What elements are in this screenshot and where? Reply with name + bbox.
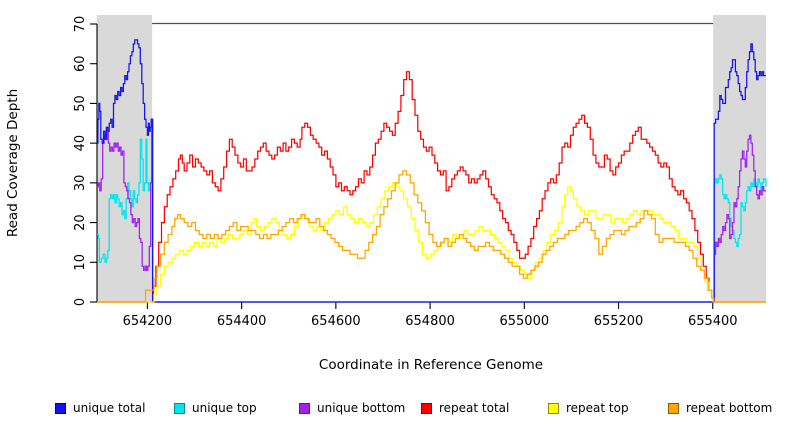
y-tick-label: 20 <box>73 214 88 231</box>
x-tick-label: 654600 <box>311 314 361 329</box>
x-tick-label: 654400 <box>217 314 267 329</box>
y-tick-label: 10 <box>73 254 88 271</box>
series-lines <box>97 39 767 303</box>
x-tick-label: 654200 <box>123 314 173 329</box>
series-line-unique-bottom <box>97 118 766 303</box>
legend-item-unique-total: unique total <box>55 399 145 417</box>
y-axis-title: Read Coverage Depth <box>5 89 21 237</box>
legend-label: repeat bottom <box>686 401 773 415</box>
legend-label: unique bottom <box>317 401 406 415</box>
x-axis-title: Coordinate in Reference Genome <box>319 357 543 373</box>
legend-label: repeat top <box>566 401 629 415</box>
legend-swatch-icon <box>548 402 559 414</box>
x-tick-label: 655400 <box>688 314 738 329</box>
legend-label: unique total <box>73 401 146 415</box>
shaded-regions <box>97 15 766 302</box>
y-tick-label: 60 <box>73 55 88 72</box>
axes: 0 10 20 30 40 50 60 70 654200 654400 654600 654800 6… <box>73 16 738 329</box>
y-tick-label: 30 <box>73 175 88 192</box>
legend-swatch-icon <box>668 402 679 414</box>
legend: unique total unique top unique bottom repea… <box>0 399 792 423</box>
legend-item-repeat-top: repeat top <box>548 399 629 417</box>
y-tick-label: 40 <box>73 135 88 152</box>
x-tick-label: 655200 <box>594 314 644 329</box>
shaded-region <box>713 15 766 302</box>
legend-label: repeat total <box>439 401 510 415</box>
legend-item-repeat-bottom: repeat bottom <box>668 399 772 417</box>
y-tick-label: 70 <box>73 16 88 33</box>
legend-swatch-icon <box>421 402 432 414</box>
legend-swatch-icon <box>55 402 66 414</box>
series-line-repeat-top <box>97 182 766 303</box>
coverage-chart: 0 10 20 30 40 50 60 70 654200 654400 654600 654800 6… <box>5 15 767 373</box>
legend-item-repeat-total: repeat total <box>421 399 509 417</box>
x-tick-label: 655000 <box>499 314 549 329</box>
x-tick-label: 654800 <box>405 314 455 329</box>
series-line-unique-total <box>97 39 766 303</box>
series-line-repeat-total <box>97 71 766 303</box>
legend-swatch-icon <box>174 402 185 414</box>
series-line-repeat-bottom <box>97 170 766 303</box>
legend-swatch-icon <box>299 402 310 414</box>
y-tick-label: 0 <box>73 298 88 306</box>
legend-label: unique top <box>192 401 257 415</box>
legend-item-unique-bottom: unique bottom <box>299 399 405 417</box>
legend-item-unique-top: unique top <box>174 399 257 417</box>
y-tick-label: 50 <box>73 95 88 112</box>
